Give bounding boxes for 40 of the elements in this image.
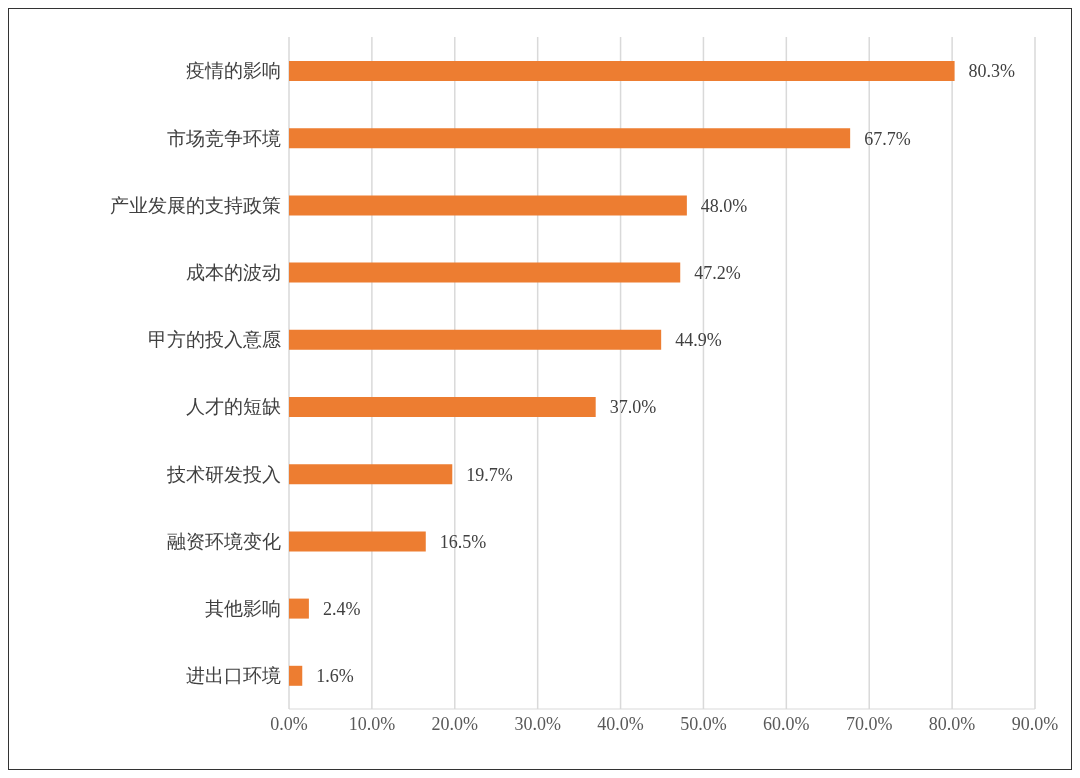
bar bbox=[289, 464, 453, 485]
bar bbox=[289, 195, 687, 216]
x-tick-label: 50.0% bbox=[680, 713, 727, 734]
y-tick-label: 甲方的投入意愿 bbox=[148, 329, 281, 351]
bar bbox=[289, 128, 851, 149]
y-tick-label: 人才的短缺 bbox=[186, 396, 281, 418]
y-tick-label: 疫情的影响 bbox=[186, 60, 281, 82]
y-tick-label: 技术研发投入 bbox=[166, 463, 281, 485]
x-tick-label: 70.0% bbox=[845, 713, 893, 734]
data-label: 47.2% bbox=[694, 262, 741, 283]
bar bbox=[289, 531, 426, 552]
data-label: 44.9% bbox=[675, 330, 722, 351]
y-tick-label: 成本的波动 bbox=[186, 261, 281, 283]
y-tick-label: 进出口环境 bbox=[186, 665, 281, 687]
data-label: 16.5% bbox=[439, 531, 487, 552]
bar bbox=[289, 61, 955, 81]
data-label: 2.4% bbox=[322, 598, 361, 619]
data-label: 19.7% bbox=[466, 464, 513, 485]
y-tick-label: 融资环境变化 bbox=[167, 530, 281, 552]
data-label: 1.6% bbox=[316, 666, 354, 687]
x-tick-label: 0.0% bbox=[270, 713, 308, 734]
x-tick-label: 80.0% bbox=[928, 713, 976, 734]
y-tick-label: 产业发展的支持政策 bbox=[110, 194, 281, 216]
x-tick-label: 10.0% bbox=[348, 713, 396, 734]
bar bbox=[289, 397, 596, 417]
bar bbox=[289, 262, 681, 283]
y-tick-label: 市场竞争环境 bbox=[167, 127, 281, 149]
x-tick-label: 20.0% bbox=[431, 713, 479, 734]
bar bbox=[289, 598, 309, 619]
x-tick-label: 40.0% bbox=[597, 713, 644, 734]
x-tick-label: 90.0% bbox=[1011, 713, 1059, 734]
bar bbox=[289, 329, 662, 350]
data-label: 80.3% bbox=[968, 61, 1016, 82]
x-tick-label: 60.0% bbox=[763, 713, 810, 734]
x-tick-label: 30.0% bbox=[514, 713, 561, 734]
data-label: 37.0% bbox=[609, 397, 657, 418]
data-label: 67.7% bbox=[864, 128, 911, 149]
y-tick-label: 其他影响 bbox=[205, 597, 281, 619]
data-label: 48.0% bbox=[700, 195, 748, 216]
bar bbox=[289, 665, 303, 686]
